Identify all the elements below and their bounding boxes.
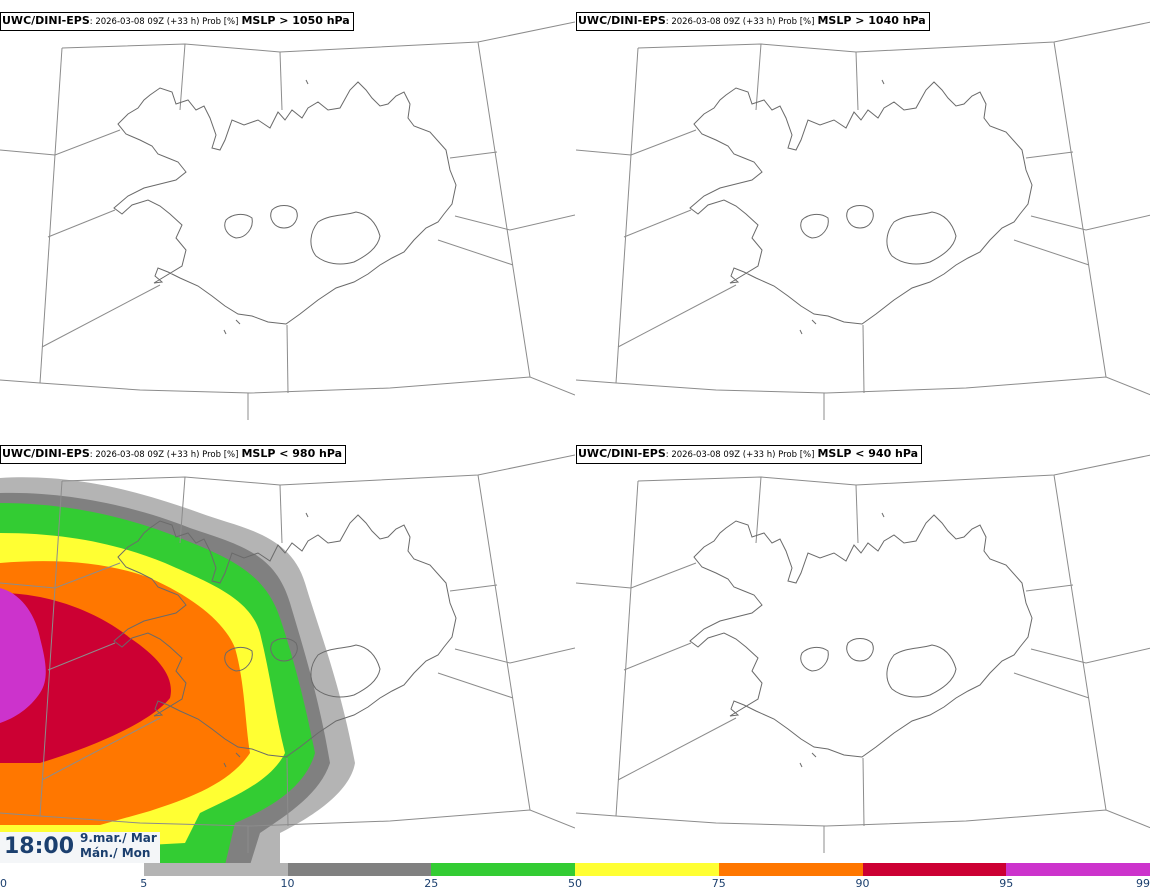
- map-canvas: [576, 454, 1150, 854]
- map-panel-mslp-lt-940: UWC/DINI-EPS: 2026-03-08 09Z (+33 h) Pro…: [576, 433, 1150, 865]
- panel-title: UWC/DINI-EPS: 2026-03-08 09Z (+33 h) Pro…: [576, 445, 923, 464]
- colorbar-bin: [575, 863, 720, 876]
- panel-title: UWC/DINI-EPS: 2026-03-08 09Z (+33 h) Pro…: [576, 12, 930, 31]
- valid-time: 18:00: [4, 834, 75, 859]
- map-canvas: [576, 21, 1150, 421]
- panel-title: UWC/DINI-EPS: 2026-03-08 09Z (+33 h) Pro…: [0, 12, 354, 31]
- colorbar-bin: [431, 863, 576, 876]
- colorbar-bin: [1006, 863, 1150, 876]
- map-canvas: [0, 454, 575, 865]
- map-canvas: [0, 21, 575, 421]
- valid-date-line2: Mán./ Mon: [80, 846, 151, 860]
- colorbar-tick-label: 95: [999, 877, 1014, 890]
- colorbar-tick-label: 0: [0, 877, 7, 890]
- probability-shading: [0, 477, 355, 865]
- valid-date-line1: 9.mar./ Mar: [80, 831, 157, 845]
- colorbar-tick-label: 99: [1136, 877, 1150, 890]
- colorbar-tick-label: 50: [568, 877, 582, 890]
- colorbar-tick-label: 25: [424, 877, 439, 890]
- map-panel-mslp-gt-1050: UWC/DINI-EPS: 2026-03-08 09Z (+33 h) Pro…: [0, 0, 575, 432]
- panel-title: UWC/DINI-EPS: 2026-03-08 09Z (+33 h) Pro…: [0, 445, 347, 464]
- map-panel-mslp-gt-1040: UWC/DINI-EPS: 2026-03-08 09Z (+33 h) Pro…: [576, 0, 1150, 432]
- colorbar-bin: [718, 863, 863, 876]
- colorbar-bin: [0, 863, 145, 876]
- colorbar-tick-label: 10: [280, 877, 295, 890]
- colorbar-bin: [862, 863, 1007, 876]
- colorbar-bin: [287, 863, 432, 876]
- colorbar-tick-label: 90: [855, 877, 870, 890]
- valid-time-box: [0, 832, 160, 864]
- colorbar-bin: [143, 863, 288, 876]
- map-panel-mslp-lt-980: UWC/DINI-EPS: 2026-03-08 09Z (+33 h) Pro…: [0, 433, 575, 865]
- colorbar-tick-label: 5: [140, 877, 148, 890]
- colorbar-tick-label: 75: [711, 877, 726, 890]
